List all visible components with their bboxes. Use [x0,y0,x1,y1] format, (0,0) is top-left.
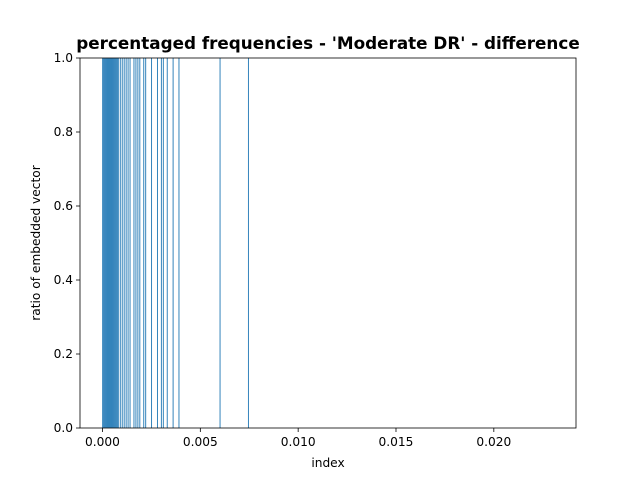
bar [110,58,111,428]
bar [139,58,141,428]
bar [116,58,118,428]
y-tick-label: 1.0 [54,51,73,65]
bar [145,58,147,428]
bar [129,58,131,428]
bar [162,58,164,428]
bar [123,58,125,428]
bar [127,58,129,428]
bar [106,58,108,428]
y-tick-label: 0.4 [54,273,74,287]
bar [125,58,127,428]
y-tick-label: 0.0 [54,421,73,435]
bar [172,58,174,428]
bar [111,58,112,428]
bar [119,58,121,428]
bar [219,58,221,428]
bar [104,58,106,428]
bar [121,58,123,428]
x-tick-label: 0.020 [476,435,511,449]
chart-title: percentaged frequencies - 'Moderate DR' … [76,33,579,53]
y-ticks: 0.0 0.2 0.4 0.6 0.8 1.0 [54,51,80,435]
bar [247,58,249,428]
bars [102,58,249,428]
bar [166,58,168,428]
bar [113,58,115,428]
bar [109,58,110,428]
bar [133,58,135,428]
bar [156,58,158,428]
bar [117,58,119,428]
bar [103,58,105,428]
x-tick-label: 0.015 [379,435,414,449]
bar [107,58,108,428]
plot-frame [79,57,577,429]
bar [137,58,139,428]
x-tick-label: 0.005 [183,435,218,449]
x-ticks: 0.000 0.005 0.010 0.015 0.020 [85,428,511,449]
bar [143,58,145,428]
x-tick-label: 0.010 [281,435,316,449]
y-tick-label: 0.2 [54,347,73,361]
bar [135,58,137,428]
bar [102,58,104,428]
bar [112,58,114,428]
bar [178,58,180,428]
bar [108,58,109,428]
y-axis-label: ratio of embedded vector [29,164,43,320]
y-tick-label: 0.8 [54,125,73,139]
x-tick-label: 0.000 [85,435,120,449]
bar [115,58,117,428]
bar [105,58,107,428]
bar [160,58,162,428]
x-axis-label: index [311,456,344,470]
bar [151,58,153,428]
bar [111,58,113,428]
bar [114,58,116,428]
y-tick-label: 0.6 [54,199,73,213]
